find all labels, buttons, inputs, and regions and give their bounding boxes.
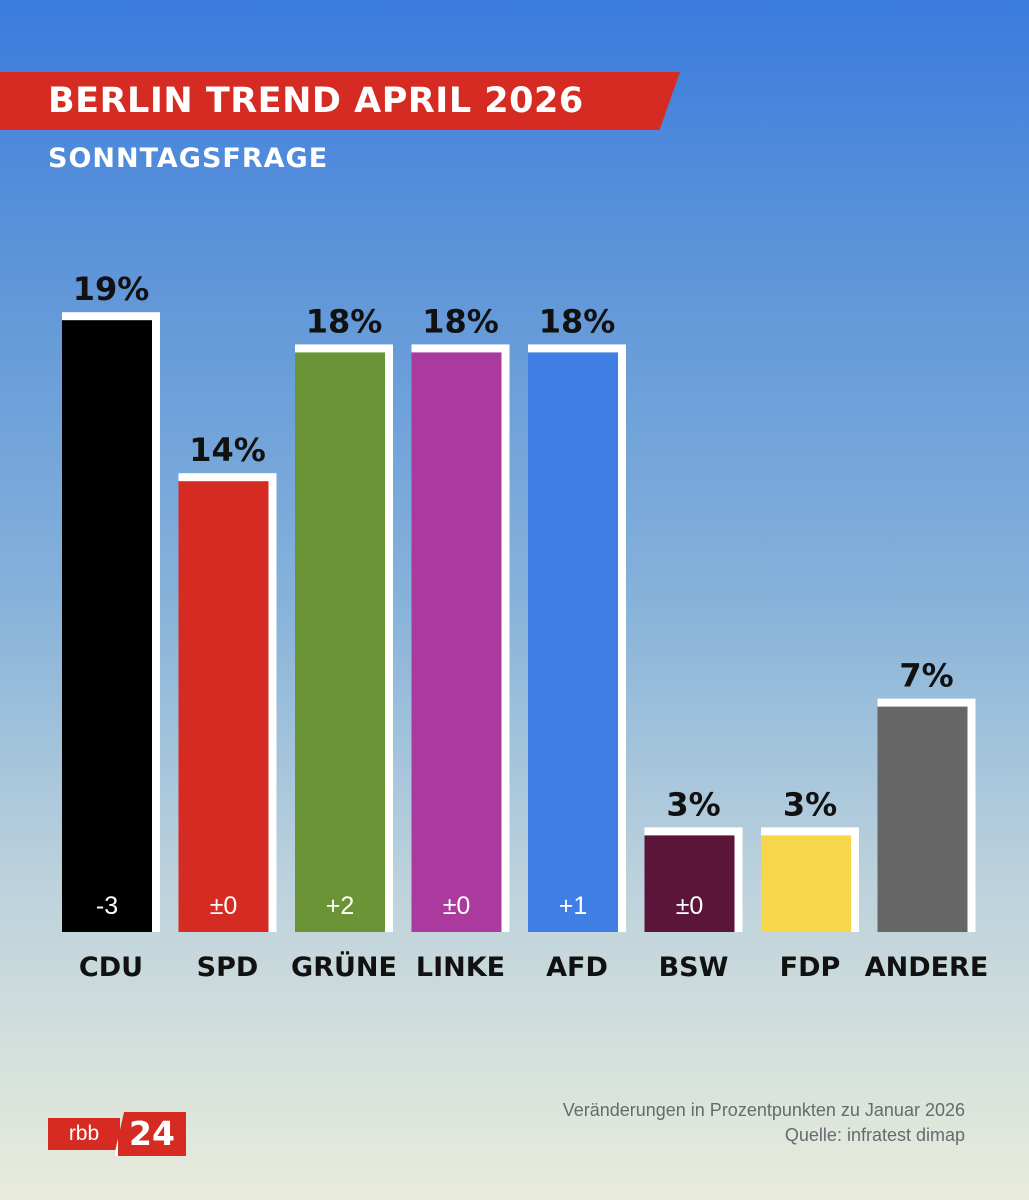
bar-spd [178, 481, 269, 932]
value-label-afd: 18% [539, 302, 616, 340]
chart-title: BERLIN TREND APRIL 2026 [48, 81, 584, 121]
title-banner: BERLIN TREND APRIL 2026 [0, 72, 680, 130]
bar-gr-ne [295, 352, 385, 932]
bar-bsw [644, 835, 735, 932]
source-note: Quelle: infratest dimap [784, 1125, 965, 1145]
change-label-spd: ±0 [210, 892, 238, 920]
footnote: Veränderungen in Prozentpunkten zu Janua… [563, 1098, 965, 1148]
value-label-fdp: 3% [783, 785, 837, 823]
category-label-linke: LINKE [416, 952, 505, 983]
change-note: Veränderungen in Prozentpunkten zu Janua… [562, 1100, 965, 1120]
bar-andere [877, 706, 968, 932]
rbb24-logo: rbb 24 [48, 1112, 188, 1156]
value-label-spd: 14% [189, 431, 266, 469]
bar-linke [411, 352, 502, 932]
value-label-gr-ne: 18% [306, 302, 383, 340]
bar-cdu [62, 320, 152, 932]
change-label-linke: ±0 [443, 892, 471, 920]
bar-chart: 19% -3 CDU 14% ±0 SPD 18% +2 GRÜNE 18% ±0 LINKE 18% +… [62, 270, 989, 983]
value-label-bsw: 3% [666, 785, 720, 823]
value-label-linke: 18% [422, 302, 499, 340]
category-label-gr-ne: GRÜNE [291, 950, 397, 983]
bar-fdp [761, 835, 851, 932]
category-label-andere: ANDERE [865, 952, 989, 983]
category-label-bsw: BSW [659, 952, 729, 983]
value-label-cdu: 19% [73, 270, 150, 308]
category-label-cdu: CDU [79, 952, 143, 983]
category-label-afd: AFD [546, 952, 608, 983]
logo-rbb-text: rbb [48, 1118, 120, 1150]
logo-24-text: 24 [114, 1112, 186, 1156]
bar-afd [528, 352, 618, 932]
chart-subtitle: SONNTAGSFRAGE [48, 143, 329, 174]
change-label-afd: +1 [559, 892, 588, 920]
category-label-spd: SPD [197, 952, 259, 983]
change-label-gr-ne: +2 [326, 892, 355, 920]
value-label-andere: 7% [899, 657, 953, 695]
change-label-bsw: ±0 [676, 892, 704, 920]
change-label-cdu: -3 [96, 892, 118, 920]
category-label-fdp: FDP [780, 952, 841, 983]
